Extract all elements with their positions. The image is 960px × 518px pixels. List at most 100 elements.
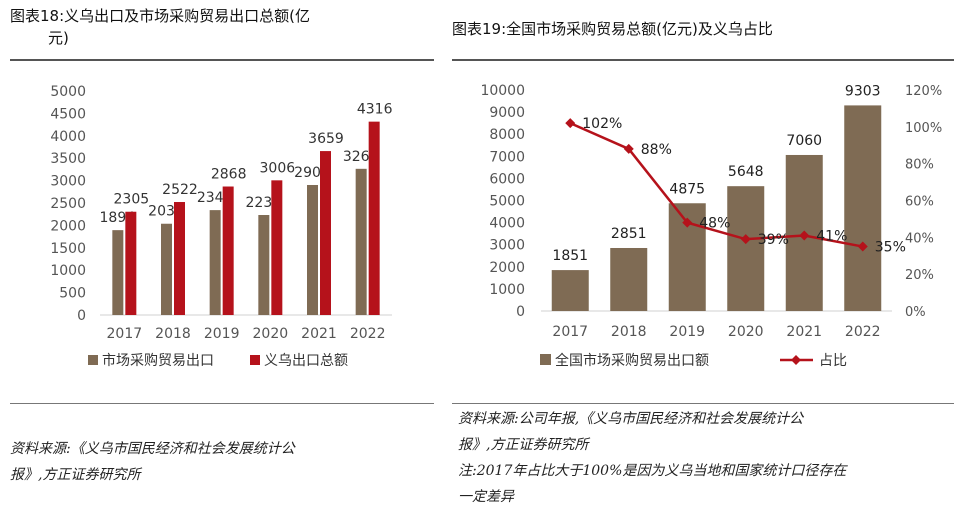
right-source-rule	[452, 403, 954, 404]
share-data-label: 48%	[699, 216, 730, 232]
y-tick-label: 3000	[50, 174, 86, 190]
share-data-label: 88%	[641, 142, 672, 158]
left-chart: 0 500 1000 1500 2000 2500 3000 3500 4000 4500 5000…	[50, 84, 393, 369]
x-tick-label: 2018	[155, 326, 191, 342]
share-marker	[565, 118, 576, 129]
y-tick-label-left: 7000	[489, 149, 525, 165]
share-line	[569, 122, 863, 248]
share-data-label: 102%	[582, 116, 622, 132]
right-source: 资料来源:公司年报,《义乌市国民经济和社会发展统计公 报》,方正证券研究所 注:…	[458, 406, 958, 510]
y-tick-label: 4000	[50, 129, 86, 145]
y-tick-label: 500	[59, 286, 86, 302]
share-data-label: 41%	[816, 228, 847, 244]
x-tick-label: 2022	[845, 324, 881, 340]
bar-national-procurement	[844, 105, 882, 311]
right-chart-title: 图表19:全国市场采购贸易总额(亿元)及义乌占比	[452, 20, 773, 38]
data-label: 2522	[162, 182, 198, 198]
bar-market-procurement	[307, 184, 318, 315]
bar-yiwu-export	[320, 151, 331, 315]
y-tick-label-left: 2000	[489, 260, 525, 276]
bar-market-procurement	[355, 168, 367, 315]
share-data-label: 35%	[875, 240, 906, 256]
bar-market-procurement	[209, 210, 221, 315]
bar-market-procurement	[258, 215, 270, 315]
data-label: 2305	[114, 192, 150, 208]
y-tick-label-left: 10000	[480, 83, 525, 99]
y-tick-label: 2500	[50, 196, 86, 212]
bar-market-procurement	[112, 230, 124, 315]
left-title-rule	[10, 59, 434, 61]
left-chart-title: 图表18:义乌出口及市场采购贸易出口总额(亿 元)	[10, 5, 430, 49]
bar-national-procurement	[727, 186, 765, 311]
y-tick-label-left: 0	[516, 304, 525, 320]
legend-label-market: 市场采购贸易出口	[102, 352, 214, 369]
share-data-label: 39%	[758, 232, 789, 248]
bar-data-label: 7060	[786, 133, 822, 149]
x-tick-label: 2018	[611, 324, 647, 340]
y-tick-label-right: 0%	[905, 305, 926, 320]
y-tick-label-left: 4000	[489, 216, 525, 232]
y-tick-label-right: 40%	[905, 231, 934, 246]
y-tick-label-right: 20%	[905, 268, 934, 283]
data-label: 2868	[211, 167, 247, 183]
y-tick-label-left: 8000	[489, 127, 525, 143]
y-tick-label-left: 1000	[489, 282, 525, 298]
bar-yiwu-export	[368, 121, 380, 315]
share-marker	[623, 143, 634, 154]
bar-data-label: 5648	[728, 164, 764, 180]
y-tick-label-left: 6000	[489, 171, 525, 187]
bar-yiwu-export	[125, 211, 137, 315]
share-marker	[857, 241, 868, 252]
x-tick-label: 2019	[204, 326, 240, 342]
data-label: 3659	[308, 131, 344, 147]
y-tick-label-right: 80%	[905, 158, 934, 173]
legend-label-national: 全国市场采购贸易出口额	[555, 352, 709, 369]
y-tick-label-left: 3000	[489, 238, 525, 254]
x-tick-label: 2021	[786, 324, 822, 340]
right-note-line2: 一定差异	[458, 489, 514, 505]
bar-yiwu-export	[174, 202, 185, 315]
x-tick-label: 2017	[107, 326, 143, 342]
y-tick-label: 1500	[50, 241, 86, 257]
left-source-line2: 报》,方正证券研究所	[10, 467, 141, 483]
share-marker	[682, 217, 693, 228]
legend-swatch-market	[88, 355, 98, 365]
bar-data-label: 1851	[552, 248, 588, 264]
legend-marker-share	[791, 355, 801, 365]
bar-national-procurement	[610, 247, 648, 311]
x-tick-label: 2020	[253, 326, 289, 342]
data-label: 3006	[260, 160, 296, 176]
x-tick-label: 2021	[301, 326, 337, 342]
data-label: 4316	[357, 102, 393, 118]
left-source-line1: 资料来源:《义乌市国民经济和社会发展统计公	[10, 441, 295, 457]
bar-market-procurement	[161, 223, 172, 315]
share-marker	[740, 234, 751, 245]
share-marker	[799, 230, 810, 241]
left-chart-title-line2: 元)	[48, 29, 69, 47]
y-tick-label-right: 120%	[905, 84, 942, 99]
y-tick-label: 0	[77, 308, 86, 324]
left-chart-title-line1: 图表18:义乌出口及市场采购贸易出口总额(亿	[10, 7, 310, 25]
y-tick-label-left: 5000	[489, 194, 525, 210]
bar-yiwu-export	[271, 180, 283, 315]
y-tick-label: 1000	[50, 263, 86, 279]
legend-label-share: 占比	[819, 353, 847, 369]
x-tick-label: 2022	[350, 326, 386, 342]
y-tick-label: 2000	[50, 218, 86, 234]
x-tick-label: 2017	[552, 324, 588, 340]
right-note-line1: 注:2017年占比大于100%是因为义乌当地和国家统计口径存在	[458, 463, 847, 479]
bar-data-label: 2851	[611, 226, 647, 242]
bar-data-label: 4875	[669, 181, 705, 197]
y-tick-label-right: 100%	[905, 121, 942, 136]
legend-swatch-yiwu	[250, 355, 260, 365]
bar-data-label: 9303	[845, 83, 881, 99]
legend-label-yiwu: 义乌出口总额	[264, 353, 348, 369]
left-source: 资料来源:《义乌市国民经济和社会发展统计公 报》,方正证券研究所	[10, 436, 435, 488]
x-tick-label: 2020	[728, 324, 764, 340]
right-chart: 0 1000 2000 3000 4000 5000 6000 7000 8000 9000 100…	[480, 83, 942, 369]
y-tick-label: 4500	[50, 106, 86, 122]
left-source-rule	[10, 403, 434, 404]
bar-yiwu-export	[222, 186, 234, 315]
legend-swatch-national	[540, 354, 551, 365]
bar-national-procurement	[551, 270, 589, 311]
